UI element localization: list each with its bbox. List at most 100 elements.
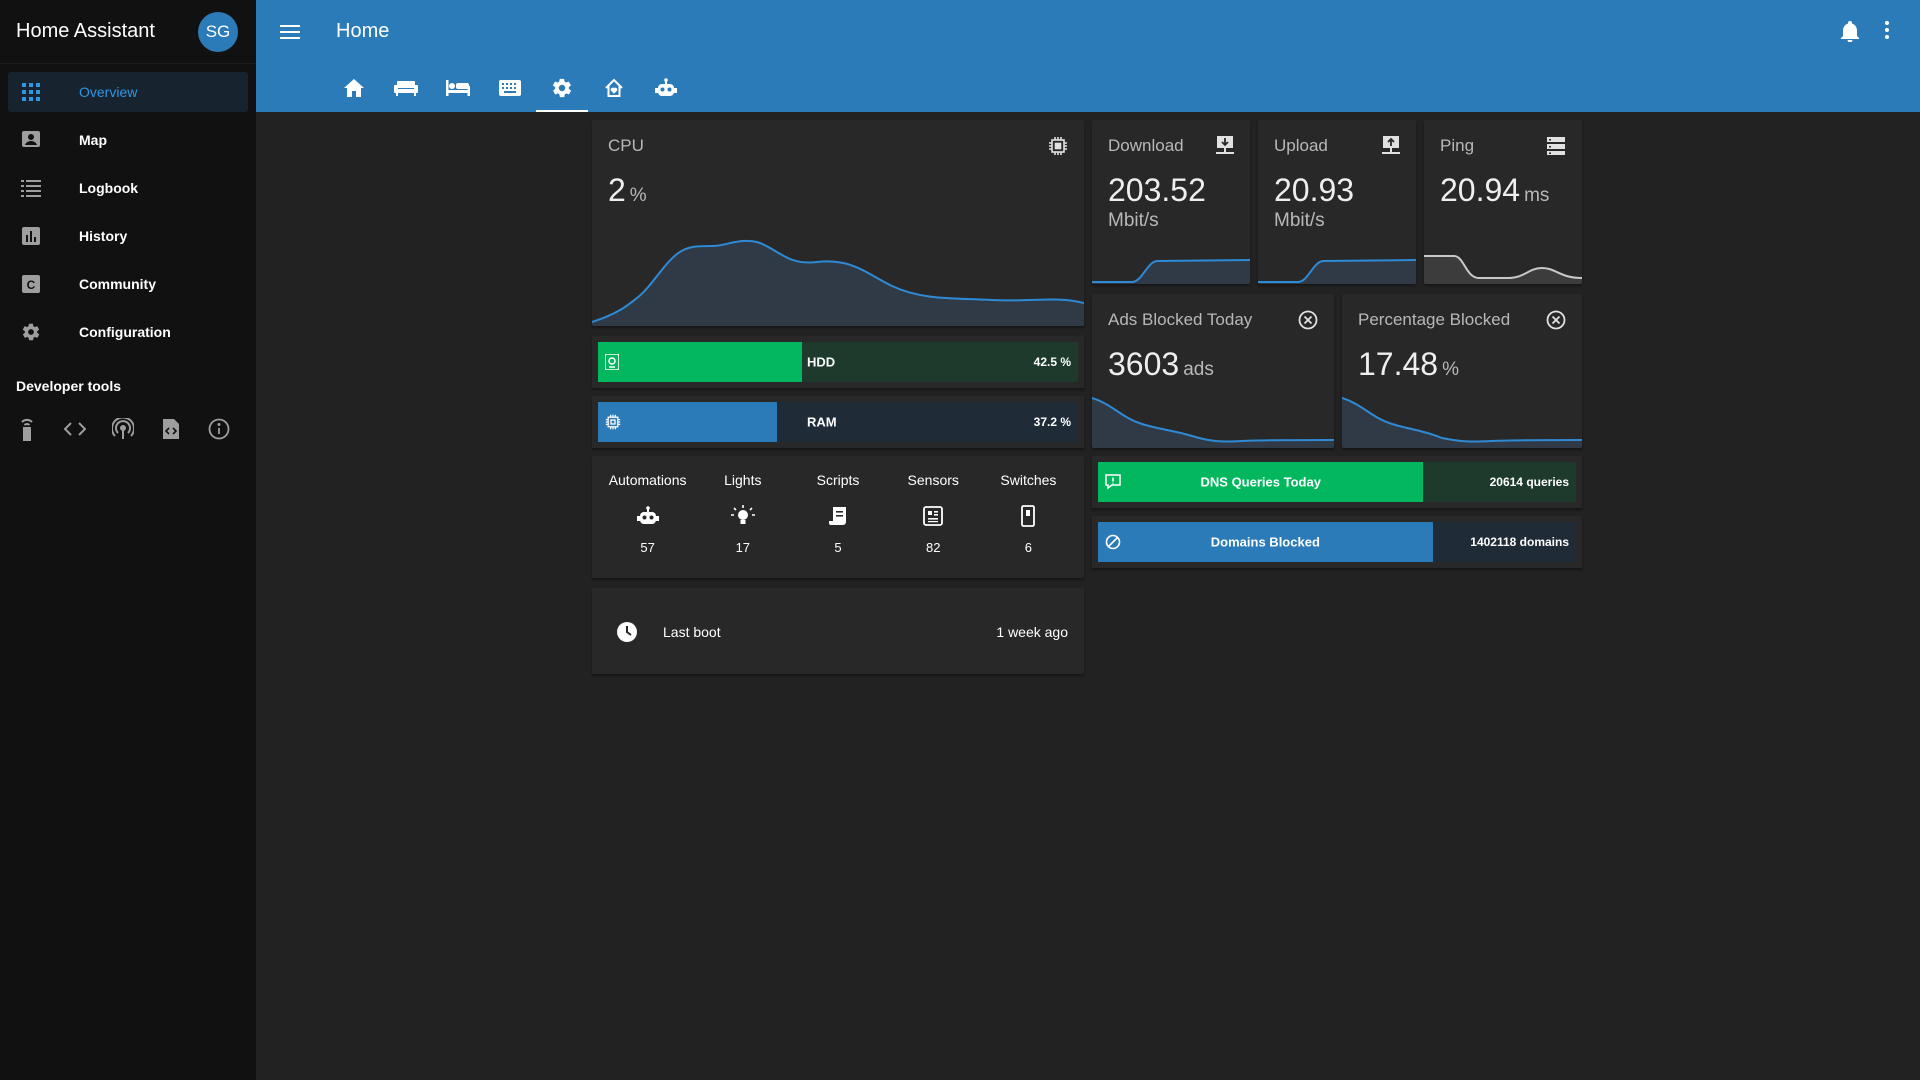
upload-value: 20.93 [1274, 172, 1355, 208]
count-lights[interactable]: Lights 17 [695, 456, 790, 578]
sidebar: Home Assistant SG Overview Map Logbook [0, 0, 256, 1080]
chip-icon [1048, 136, 1068, 161]
sidebar-item-map[interactable]: Map [8, 120, 248, 160]
percentage-blocked-value: 17.48% [1358, 346, 1459, 383]
chart-bar-icon [19, 224, 43, 248]
tab-home-security[interactable] [588, 64, 640, 112]
card-title: Download [1108, 136, 1184, 155]
count-scripts[interactable]: Scripts 5 [790, 456, 885, 578]
tab-living-room[interactable] [380, 64, 432, 112]
hdd-bar-card[interactable]: HDD 42.5 % [592, 336, 1084, 388]
close-circle-icon [1298, 310, 1318, 335]
robot-icon [600, 496, 695, 536]
count-value: 17 [735, 540, 751, 555]
sidebar-item-label: Logbook [79, 180, 139, 196]
dns-queries-bar-card[interactable]: DNS Queries Today 20614 queries [1092, 456, 1582, 508]
grid-icon [19, 80, 43, 104]
count-value: 6 [1024, 540, 1033, 555]
bar-label: HDD [807, 354, 836, 370]
close-circle-icon [1546, 310, 1566, 335]
tab-system[interactable] [536, 64, 588, 112]
upload-card[interactable]: Upload 20.93 Mbit/s [1258, 120, 1416, 284]
more-vert-icon[interactable] [1884, 20, 1890, 45]
ads-blocked-card[interactable]: Ads Blocked Today 3603 ads [1092, 294, 1334, 448]
percentage-blocked-card[interactable]: Percentage Blocked 17.48% [1342, 294, 1582, 448]
count-sensors[interactable]: Sensors 82 [886, 456, 981, 578]
sidebar-item-configuration[interactable]: Configuration [8, 312, 248, 352]
card-title: Ads Blocked Today [1108, 310, 1253, 329]
sidebar-header: Home Assistant SG [0, 0, 256, 64]
bell-icon[interactable] [1840, 20, 1860, 47]
value-text: 2 [608, 172, 626, 208]
sidebar-item-label: Configuration [79, 324, 171, 340]
ads-blocked-history-graph [1092, 397, 1334, 448]
sensor-icon [886, 496, 981, 536]
lightbulb-icon [695, 496, 790, 536]
last-boot-card[interactable]: Last boot 1 week ago [592, 588, 1084, 674]
sofa-icon [394, 81, 418, 96]
last-boot-label: Last boot [663, 624, 721, 640]
harddisk-icon [605, 354, 619, 370]
upload-history-graph [1258, 259, 1416, 284]
house-heart-icon [605, 78, 623, 97]
unit-text: Mbit/s [1108, 210, 1159, 231]
ping-card[interactable]: Ping 20.94 ms [1424, 120, 1582, 284]
top-app-bar: Home [256, 0, 1920, 112]
value-text: 20.94 [1440, 172, 1521, 208]
bar-fill [598, 402, 777, 442]
sidebar-item-logbook[interactable]: Logbook [8, 168, 248, 208]
bed-icon [446, 80, 470, 96]
file-code-icon[interactable] [160, 416, 183, 441]
tab-home[interactable] [328, 64, 380, 112]
app-title: Home Assistant [16, 20, 155, 42]
memory-icon [605, 414, 621, 430]
download-value: 203.52 [1108, 172, 1206, 208]
count-label: Switches [1000, 472, 1057, 488]
cpu-card[interactable]: CPU 2% [592, 120, 1084, 326]
user-avatar[interactable]: SG [198, 11, 238, 52]
remote-icon[interactable] [15, 416, 38, 441]
tab-bedroom[interactable] [432, 64, 484, 112]
bar-track: DNS Queries Today 20614 queries [1098, 462, 1576, 502]
count-value: 5 [834, 540, 842, 555]
count-label: Lights [724, 472, 762, 488]
upload-network-icon [1382, 136, 1400, 161]
broadcast-icon[interactable] [111, 416, 134, 441]
gear-icon [19, 320, 43, 344]
code-icon[interactable] [63, 416, 86, 441]
sidebar-nav: Overview Map Logbook History C Community [0, 64, 256, 352]
value-text: 3603 [1108, 346, 1180, 382]
sidebar-item-label: Community [79, 276, 156, 292]
sidebar-item-history[interactable]: History [8, 216, 248, 256]
domains-blocked-bar-card[interactable]: Domains Blocked 1402118 domains [1092, 516, 1582, 568]
tab-automation[interactable] [640, 64, 692, 112]
last-boot-value: 1 week ago [996, 624, 1068, 640]
gear-icon [552, 78, 572, 98]
sidebar-item-overview[interactable]: Overview [8, 72, 248, 112]
ads-blocked-value: 3603 ads [1108, 346, 1214, 383]
bar-label: RAM [807, 414, 837, 430]
info-icon[interactable] [208, 416, 231, 441]
bar-value: 42.5 % [1033, 355, 1071, 369]
bar-fill [1098, 522, 1433, 562]
keyboard-icon [499, 80, 521, 96]
menu-icon[interactable] [276, 18, 304, 46]
sidebar-item-community[interactable]: C Community [8, 264, 248, 304]
tab-office[interactable] [484, 64, 536, 112]
count-switches[interactable]: Switches 6 [981, 456, 1076, 578]
bar-fill [598, 342, 802, 382]
script-icon [790, 496, 885, 536]
sidebar-item-label: Map [79, 132, 107, 148]
download-card[interactable]: Download 203.52 Mbit/s [1092, 120, 1250, 284]
bar-value: 20614 queries [1489, 475, 1569, 489]
ram-bar-card[interactable]: RAM 37.2 % [592, 396, 1084, 448]
server-icon [1546, 136, 1566, 161]
download-history-graph [1092, 259, 1250, 284]
account-box-icon [19, 128, 43, 152]
page-title: Home [336, 20, 390, 42]
bar-fill [1098, 462, 1424, 502]
developer-tools-title: Developer tools [16, 378, 122, 394]
ping-value: 20.94 ms [1440, 172, 1549, 209]
count-value: 82 [925, 540, 941, 555]
count-automations[interactable]: Automations 57 [600, 456, 695, 578]
